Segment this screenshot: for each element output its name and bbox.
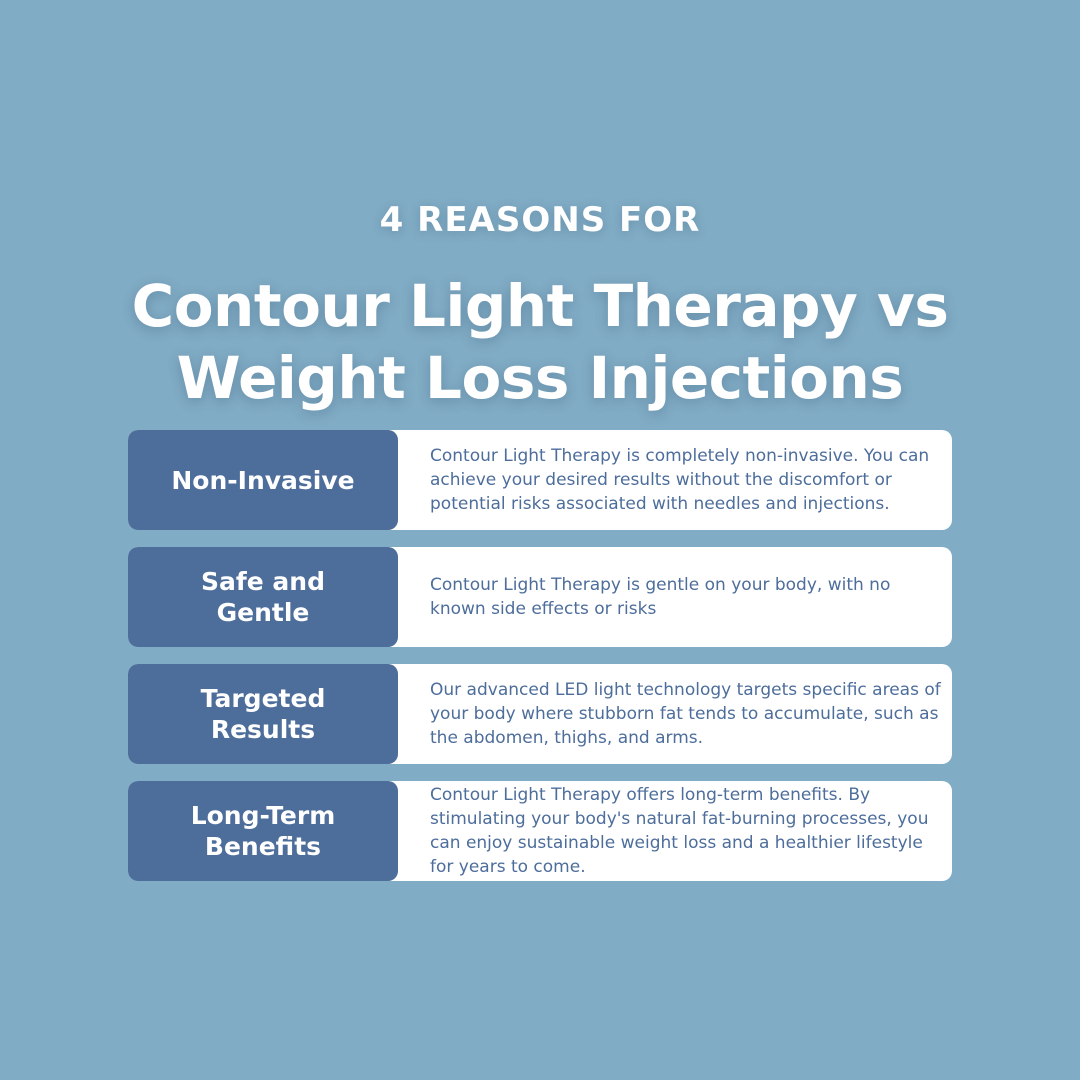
- reason-row-long-term-benefits: Long-Term Benefits Contour Light Therapy…: [128, 781, 952, 881]
- reason-description: Contour Light Therapy offers long-term b…: [430, 781, 944, 881]
- reason-description: Contour Light Therapy is gentle on your …: [430, 547, 944, 647]
- reason-row-safe-and-gentle: Safe and Gentle Contour Light Therapy is…: [128, 547, 952, 647]
- page-title-line-2: Weight Loss Injections: [0, 342, 1080, 414]
- reason-label: Non-Invasive: [128, 430, 398, 530]
- reason-label: Targeted Results: [128, 664, 398, 764]
- kicker-text: 4 REASONS FOR: [0, 198, 1080, 242]
- reason-description: Contour Light Therapy is completely non-…: [430, 430, 944, 530]
- reason-row-non-invasive: Non-Invasive Contour Light Therapy is co…: [128, 430, 952, 530]
- reason-row-targeted-results: Targeted Results Our advanced LED light …: [128, 664, 952, 764]
- reason-label: Long-Term Benefits: [128, 781, 398, 881]
- reason-label: Safe and Gentle: [128, 547, 398, 647]
- page-title-line-1: Contour Light Therapy vs: [0, 270, 1080, 342]
- page-title: Contour Light Therapy vs Weight Loss Inj…: [0, 270, 1080, 414]
- reason-description: Our advanced LED light technology target…: [430, 664, 944, 764]
- reasons-list: Non-Invasive Contour Light Therapy is co…: [128, 430, 952, 898]
